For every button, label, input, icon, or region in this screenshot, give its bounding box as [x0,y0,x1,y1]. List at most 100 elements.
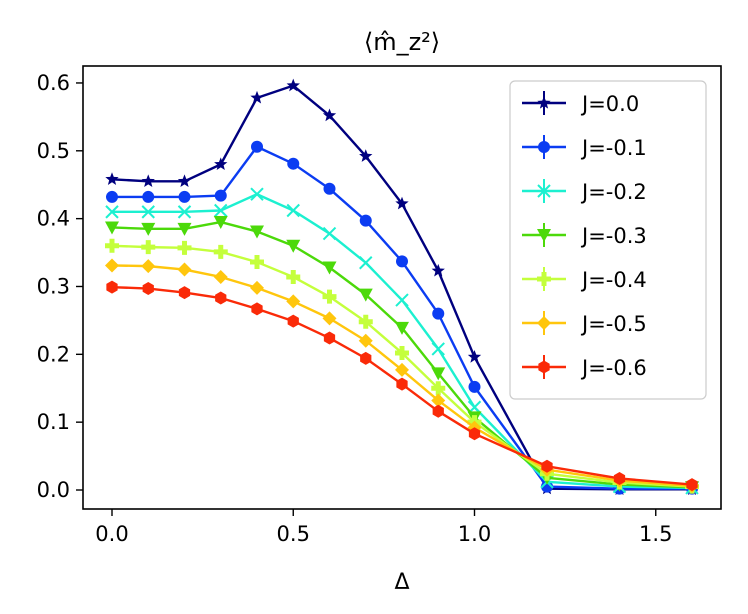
series-J=-0.1 [106,140,698,495]
data-point-J=-0.6-1 [468,427,481,441]
data-point-J=-0.2-0.6 [322,226,337,241]
y-tick-label: 0.5 [37,139,70,163]
series-layer [105,78,699,495]
x-tick-label: 1.5 [639,522,672,546]
data-point-J=-0.2-0.4 [250,187,264,201]
legend-entry-J=0.0: J=0.0 [522,91,639,116]
data-point-J=-0.5-0.4 [250,280,264,295]
y-tick-label: 0.3 [37,274,70,298]
data-point-J=-0.2-0.8 [395,293,409,307]
x-tick-label: 1.0 [458,522,491,546]
data-point-J=-0.2-0 [105,205,119,219]
data-point-J=-0.5-0.7 [358,333,373,348]
data-point-J=0.0-0 [105,172,119,185]
legend-marker [537,272,551,286]
data-point-J=-0.3-0.3 [213,216,228,230]
data-point-J=-0.3-0 [105,221,119,235]
data-point-J=-0.6-0.6 [323,331,336,345]
data-point-J=0.0-0.4 [250,90,264,104]
data-point-J=0.0-1 [467,350,482,363]
legend: J=0.0 J=-0.1 J=-0.2 J=-0.3 J=-0.4 J=-0.5 J=-0.… [509,80,707,400]
data-point-J=-0.4-0.7 [358,314,373,329]
data-point-J=-0.5-0 [105,258,119,273]
data-point-J=0.0-0.8 [395,196,409,210]
data-point-J=-0.3-0.9 [431,367,446,381]
data-point-J=-0.6-0.5 [287,314,299,328]
series-line-J=-0.5 [111,264,693,488]
data-point-J=-0.6-0.2 [178,286,191,300]
x-tick-label: 0.0 [95,522,128,546]
data-point-J=-0.6-0.4 [251,302,263,316]
data-point-J=-0.3-0.2 [177,222,192,236]
data-point-J=0.0-0.7 [359,149,373,162]
plot-frame [82,65,722,510]
legend-entry-J=-0.6: J=-0.6 [522,355,647,380]
legend-label: J=-0.6 [580,356,647,380]
data-point-J=-0.1-0 [106,190,118,203]
legend-label: J=-0.3 [580,224,647,248]
series-line-J=-0.6 [111,285,693,486]
data-point-J=-0.4-0.8 [395,345,409,360]
data-point-J=-0.5-0.6 [322,311,337,326]
data-point-J=-0.3-0.6 [322,261,337,275]
data-point-J=-0.4-0.3 [213,244,228,259]
data-point-J=-0.3-0.5 [286,239,301,253]
data-point-J=-0.4-0.4 [250,255,264,270]
data-point-J=-0.5-0.9 [431,393,446,408]
series-J=-0.6 [106,280,698,492]
data-point-J=-0.4-0.1 [141,240,156,255]
data-point-J=-0.6-0.1 [142,282,154,296]
y-tick-label: 0.2 [37,342,70,366]
y-tick-label: 0.1 [37,410,70,434]
data-point-J=-0.6-0.7 [360,351,372,365]
data-point-J=-0.1-0.3 [214,189,227,202]
data-point-J=-0.1-0.1 [142,190,155,203]
legend-label: J=-0.1 [580,136,647,160]
data-point-J=-0.5-0.8 [395,362,409,377]
data-point-J=-0.6-1.6 [686,478,698,492]
data-point-J=-0.6-1.2 [541,459,553,473]
chart-title: ⟨m̂_z²⟩ [364,28,440,56]
series-line-J=-0.3 [111,220,693,489]
x-axis-label: Δ [394,570,409,595]
data-point-J=-0.4-0.6 [322,289,337,304]
legend-marker [538,141,550,153]
data-point-J=0.0-0.5 [286,78,300,92]
data-point-J=-0.6-0.9 [432,404,444,418]
data-point-J=-0.5-0.1 [141,259,156,274]
x-tick-label: 0.5 [277,522,310,546]
data-point-J=-0.5-0.5 [286,294,301,309]
legend-entry-J=-0.2: J=-0.2 [522,179,647,204]
legend-marker [537,96,551,109]
data-point-J=-0.3-0.4 [250,225,264,239]
data-point-J=0.0-0.6 [322,108,337,122]
data-point-J=-0.1-0.6 [323,182,336,195]
data-point-J=-0.3-0.1 [141,222,156,236]
legend-marker [537,316,551,330]
legend-marker [538,360,550,374]
data-point-J=-0.4-0.2 [177,240,192,255]
data-point-J=-0.1-0.2 [178,190,191,203]
data-point-J=0.0-0.9 [431,263,445,277]
data-point-J=-0.1-0.9 [432,307,445,320]
legend-entry-J=-0.5: J=-0.5 [522,311,647,336]
data-point-J=-0.4-0.5 [286,269,301,284]
data-point-J=-0.5-0.3 [213,269,228,284]
data-point-J=-0.4-0.9 [431,381,446,396]
data-point-J=-0.2-0.2 [177,205,192,219]
data-point-J=-0.6-0.8 [396,377,408,391]
series-line-J=-0.2 [112,193,693,490]
data-point-J=-0.2-0.1 [141,205,155,219]
legend-marker [537,184,551,198]
data-point-J=-0.1-0.7 [359,214,372,227]
data-point-J=-0.1-0.4 [251,140,263,153]
data-point-J=-0.2-0.7 [359,256,373,270]
legend-label: J=-0.2 [580,180,647,204]
data-point-J=0.0-0.2 [177,174,192,187]
data-point-J=-0.2-0.9 [431,342,445,356]
data-point-J=0.0-0.3 [214,157,228,171]
y-tick-label: 0.6 [37,71,70,95]
y-tick-label: 0.4 [37,207,70,231]
legend-label: J=-0.4 [580,268,647,292]
